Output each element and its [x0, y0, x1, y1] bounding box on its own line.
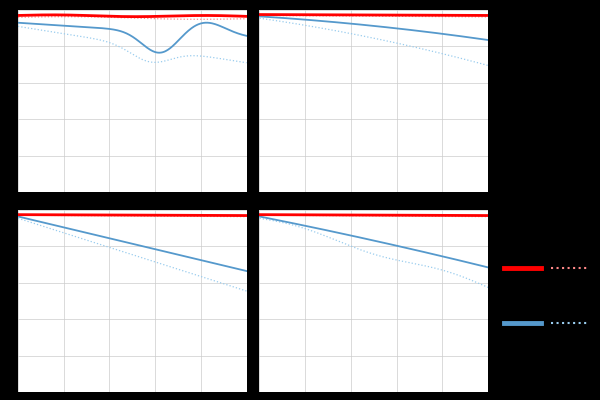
Point: [547, 320, 554, 325]
Point: [585, 320, 592, 325]
Point: [547, 266, 554, 271]
Point: [538, 266, 545, 271]
Point: [538, 320, 545, 325]
Point: [585, 266, 592, 271]
Point: [500, 320, 508, 325]
Point: [500, 266, 508, 271]
